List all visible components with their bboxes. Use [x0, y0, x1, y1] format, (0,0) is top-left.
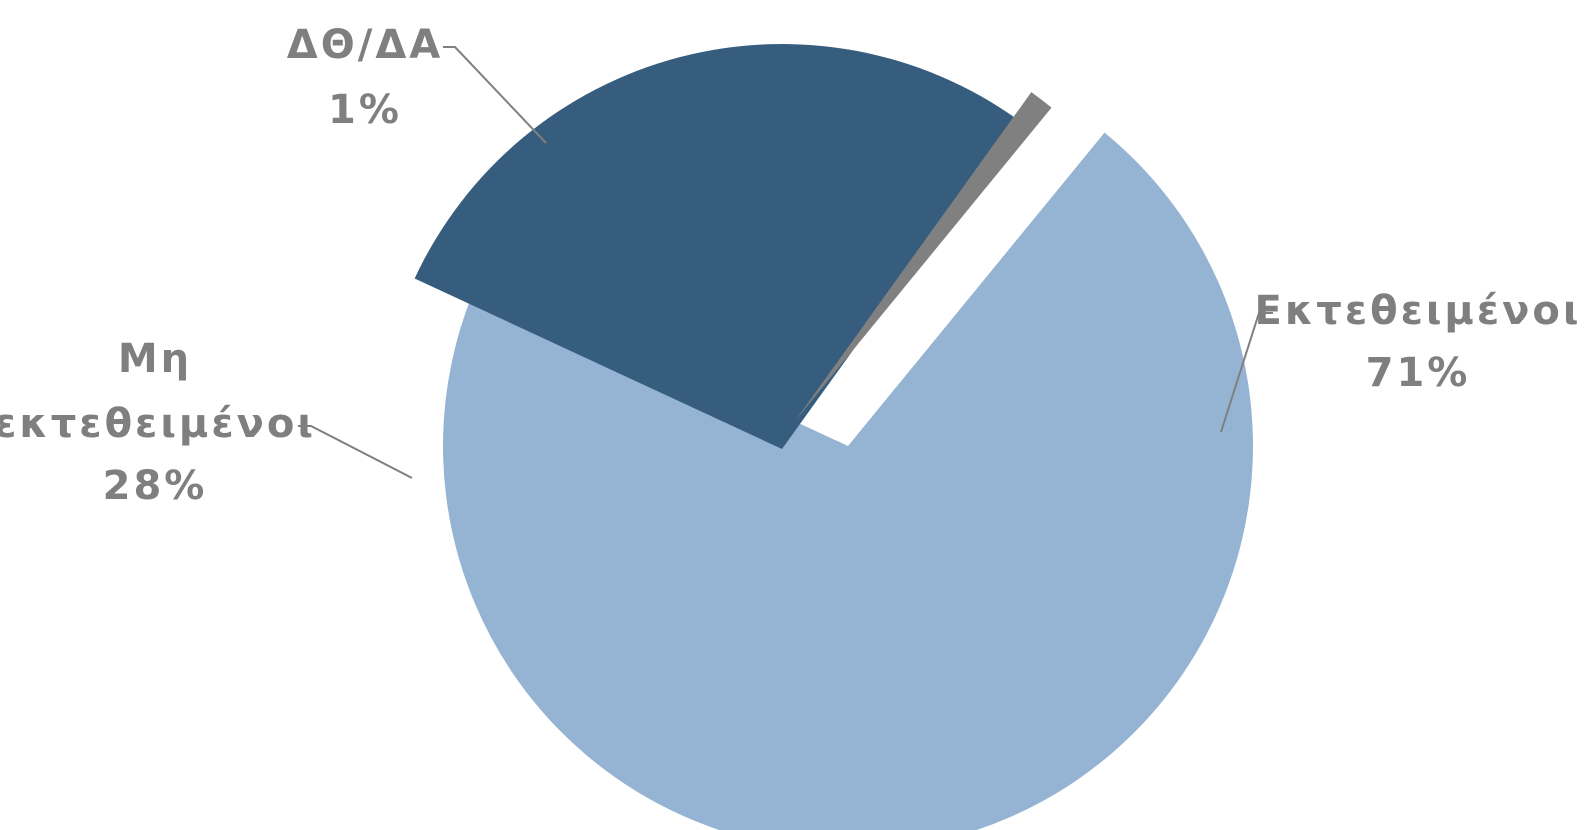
leader-line-3	[443, 46, 547, 144]
leader-line-1	[1220, 312, 1273, 433]
slice-label-2-line-2: εκτεθειμένοι	[0, 401, 316, 447]
slice-label-2-line-1: Μη	[118, 336, 192, 382]
pie-slices	[414, 44, 1253, 830]
slice-value-label-1: 71%	[1366, 350, 1471, 396]
slice-value-label-3: 1%	[328, 87, 402, 133]
pie-slice-3	[795, 92, 1052, 421]
pie-slice-1	[443, 132, 1253, 830]
slice-label-3-line-1: ΔΘ/ΔΑ	[287, 22, 443, 68]
slice-labels: Εκτεθειμένοι 71% Μη εκτεθειμένοι 28% ΔΘ/ΔΑ 1%	[0, 22, 1582, 509]
pie-slice-2	[414, 44, 1019, 449]
leader-lines	[298, 46, 1273, 479]
slice-value-label-2: 28%	[103, 463, 208, 509]
slice-label-1-line-1: Εκτεθειμένοι	[1255, 288, 1582, 334]
leader-line-2	[298, 425, 413, 479]
